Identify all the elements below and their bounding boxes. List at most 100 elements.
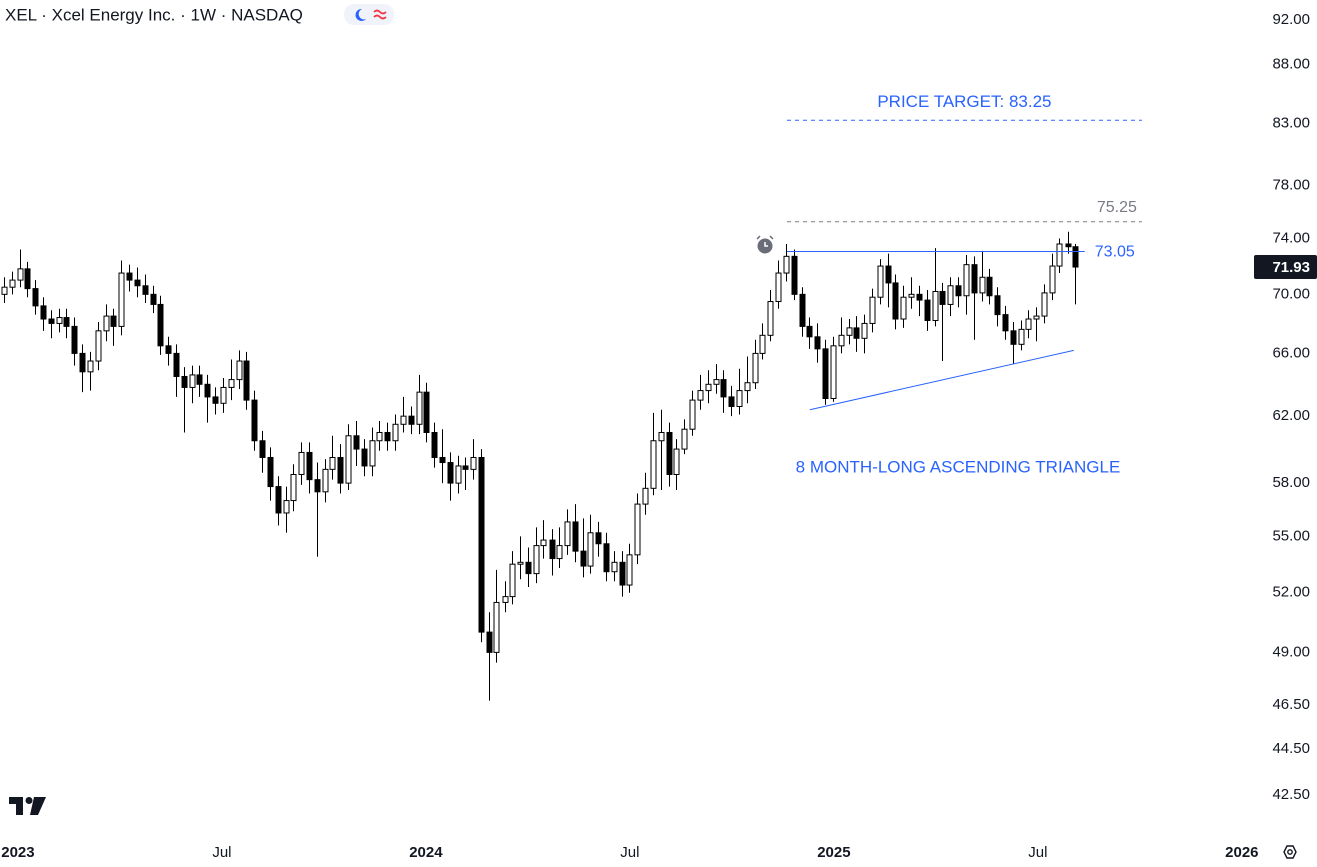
- candle-body: [56, 317, 63, 324]
- plot-area: [1, 231, 1079, 701]
- x-tick-label: Jul: [620, 844, 639, 861]
- y-tick-label: 52.00: [1272, 584, 1310, 601]
- candle-body: [212, 396, 219, 404]
- candle-body: [1065, 243, 1072, 248]
- candle-body: [376, 431, 383, 442]
- candle-body: [986, 276, 993, 297]
- settings-icon[interactable]: [1283, 845, 1297, 859]
- trendline: [809, 349, 1074, 411]
- candle-body: [533, 545, 540, 575]
- candle-body: [165, 345, 172, 354]
- level-label: 73.05: [1095, 244, 1135, 261]
- candle-body: [885, 265, 892, 284]
- y-tick-label: 92.00: [1272, 11, 1310, 28]
- candle-body: [572, 521, 579, 552]
- candle-body: [103, 315, 110, 332]
- x-tick-label: 2026: [1225, 844, 1258, 861]
- axes: 92.00 88.00 83.00 78.00 74.00 70.00 66.00 62.00…: [1, 11, 1317, 861]
- candle-body: [1025, 318, 1032, 330]
- candle-body: [493, 601, 500, 653]
- candle-body: [642, 487, 649, 505]
- candle-body: [329, 456, 336, 470]
- candle-body: [110, 315, 117, 327]
- logo-part: [30, 797, 46, 815]
- logo-part: [9, 797, 23, 815]
- candle-body: [971, 264, 978, 294]
- candle-body: [462, 465, 469, 470]
- candle-body: [720, 379, 727, 398]
- candle-body: [783, 255, 790, 274]
- candle-body: [189, 374, 196, 388]
- candle-body: [634, 503, 641, 556]
- candle-body: [369, 440, 376, 467]
- candle-body: [486, 631, 493, 653]
- candle-body: [439, 456, 446, 464]
- candle-body: [1056, 243, 1063, 267]
- candle-body: [470, 456, 477, 470]
- candle-body: [447, 462, 454, 484]
- candle-body: [853, 327, 860, 339]
- x-tick-label: 2023: [1, 844, 34, 861]
- candle-body: [595, 532, 602, 545]
- overlay: 73.05 75.25 PRICE TARGET: 83.25: [786, 92, 1142, 411]
- candle-body: [63, 317, 70, 327]
- candle-body: [877, 265, 884, 298]
- candle-body: [916, 293, 923, 301]
- candle-body: [994, 295, 1001, 316]
- candle-body: [564, 521, 571, 547]
- moon-icon: [355, 8, 366, 21]
- candle-body: [626, 554, 633, 586]
- candle-body: [478, 456, 485, 633]
- candle-body: [869, 296, 876, 324]
- candle-body: [556, 545, 563, 560]
- candle-body: [9, 279, 16, 288]
- candle-body: [666, 431, 673, 475]
- y-tick-label: 70.00: [1272, 285, 1310, 302]
- candle-body: [924, 299, 931, 321]
- y-tick-label: 62.00: [1272, 407, 1310, 424]
- candle-body: [744, 382, 751, 392]
- candle-body: [1010, 330, 1017, 345]
- y-tick-label: 66.00: [1272, 344, 1310, 361]
- candle-body: [408, 415, 415, 425]
- candle-body: [838, 334, 845, 347]
- candle-body: [95, 330, 102, 362]
- x-tick-label: 2025: [817, 844, 850, 861]
- candle-body: [814, 336, 821, 350]
- candle-body: [955, 285, 962, 297]
- header-icons[interactable]: [344, 4, 394, 25]
- candle-body: [1002, 314, 1009, 332]
- candle-body: [79, 352, 86, 373]
- logo[interactable]: [9, 797, 46, 815]
- alarm-icon[interactable]: [756, 235, 774, 254]
- candle-body: [267, 456, 274, 488]
- candle-body: [509, 563, 516, 598]
- candle-body: [361, 448, 368, 467]
- last-price-label: 71.93: [1272, 259, 1310, 276]
- candle-body: [400, 415, 407, 425]
- chart-title: XEL · Xcel Energy Inc. · 1W · NASDAQ: [5, 5, 303, 24]
- candle-body: [32, 288, 39, 307]
- candle-body: [587, 532, 594, 567]
- candle-body: [580, 550, 587, 567]
- candle-body: [947, 285, 954, 305]
- y-tick-label: 42.50: [1272, 786, 1310, 803]
- candle-body: [220, 386, 227, 404]
- candle-body: [118, 272, 125, 327]
- candle-body: [431, 431, 438, 458]
- candle-body: [681, 428, 688, 450]
- candle-body: [822, 348, 829, 400]
- y-tick-label: 88.00: [1272, 56, 1310, 73]
- icon-pill[interactable]: [344, 4, 394, 25]
- candle-body: [791, 255, 798, 295]
- candle-body: [150, 293, 157, 305]
- candle-body: [337, 456, 344, 484]
- candle-body: [126, 272, 133, 281]
- candle-body: [713, 379, 720, 385]
- candle-body: [939, 290, 946, 305]
- candle-body: [290, 473, 297, 502]
- candle-body: [673, 448, 680, 475]
- candle-body: [861, 322, 868, 339]
- candle-body: [549, 539, 556, 560]
